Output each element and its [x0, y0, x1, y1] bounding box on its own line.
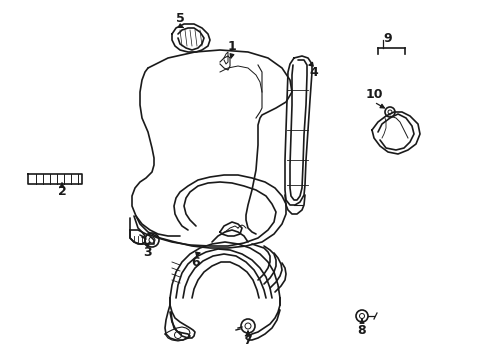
Text: 7: 7 — [243, 333, 252, 346]
Text: 5: 5 — [175, 12, 184, 24]
Text: 8: 8 — [357, 324, 366, 337]
Text: 4: 4 — [309, 66, 318, 78]
Text: 10: 10 — [365, 87, 382, 100]
Text: 3: 3 — [143, 246, 152, 258]
Text: 9: 9 — [383, 31, 391, 45]
Text: 1: 1 — [227, 40, 236, 53]
Text: 6: 6 — [191, 256, 200, 269]
Text: 2: 2 — [58, 185, 66, 198]
